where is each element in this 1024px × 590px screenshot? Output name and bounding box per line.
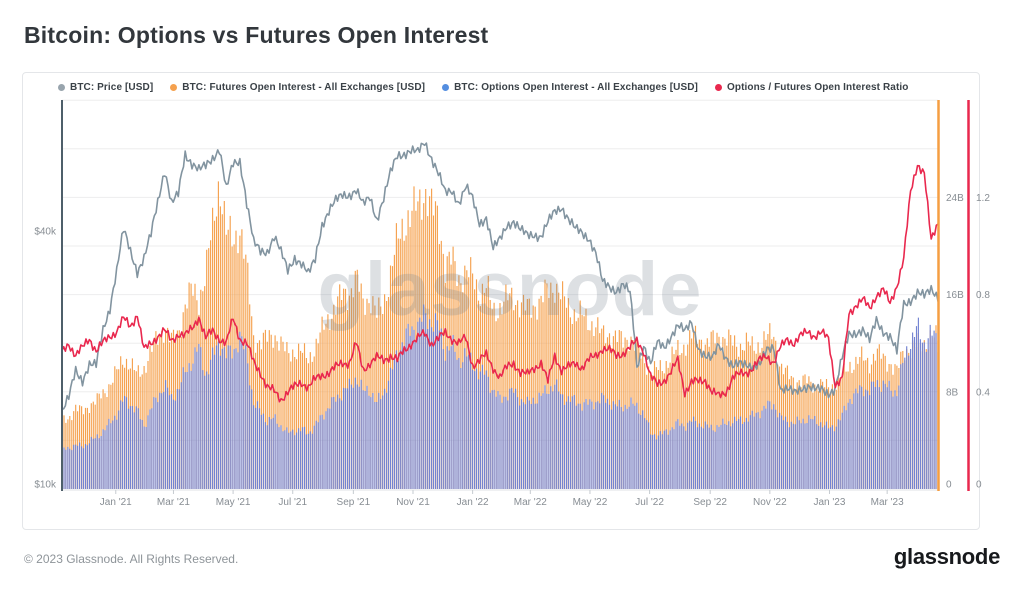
- svg-text:Jul '22: Jul '22: [635, 497, 664, 508]
- legend-item-2[interactable]: BTC: Options Open Interest - All Exchang…: [442, 82, 698, 93]
- copyright-text: © 2023 Glassnode. All Rights Reserved.: [24, 552, 239, 566]
- glassnode-logo: glassnode: [893, 544, 1000, 569]
- svg-text:8B: 8B: [946, 387, 959, 398]
- legend-dot-icon: [170, 84, 178, 91]
- legend-label: BTC: Price [USD]: [70, 82, 154, 93]
- legend-label: BTC: Options Open Interest - All Exchang…: [454, 82, 698, 93]
- legend-item-3[interactable]: Options / Futures Open Interest Ratio: [714, 82, 909, 93]
- svg-text:Sep '21: Sep '21: [337, 497, 371, 508]
- svg-text:$10k: $10k: [34, 480, 57, 491]
- chart-legend: BTC: Price [USD] BTC: Futures Open Intere…: [58, 82, 908, 93]
- svg-text:Mar '22: Mar '22: [514, 497, 547, 508]
- svg-text:May '21: May '21: [216, 497, 251, 508]
- page-title: Bitcoin: Options vs Futures Open Interes…: [24, 22, 489, 48]
- legend-dot-icon: [442, 84, 450, 91]
- axis-lines: [61, 100, 970, 491]
- svg-text:16B: 16B: [946, 290, 964, 301]
- legend-label: BTC: Futures Open Interest - All Exchang…: [182, 82, 426, 93]
- svg-text:0.4: 0.4: [976, 387, 990, 398]
- legend-dot-icon: [714, 84, 722, 91]
- svg-text:Sep '22: Sep '22: [693, 497, 727, 508]
- glassnode-watermark: glassnode: [318, 247, 703, 332]
- svg-text:Jan '23: Jan '23: [814, 497, 846, 508]
- legend-item-0[interactable]: BTC: Price [USD]: [58, 82, 153, 93]
- legend-item-1[interactable]: BTC: Futures Open Interest - All Exchang…: [170, 82, 425, 93]
- svg-text:May '22: May '22: [573, 497, 608, 508]
- svg-text:0.8: 0.8: [976, 290, 990, 301]
- svg-text:Mar '23: Mar '23: [871, 497, 904, 508]
- svg-text:1.2: 1.2: [976, 193, 990, 204]
- options-futures-ratio-line: [62, 164, 939, 403]
- svg-text:$40k: $40k: [34, 227, 57, 238]
- svg-text:Jan '21: Jan '21: [100, 497, 132, 508]
- svg-text:Nov '22: Nov '22: [753, 497, 787, 508]
- options-open-interest-bars: [62, 304, 939, 489]
- svg-text:Jul '21: Jul '21: [278, 497, 307, 508]
- svg-text:0: 0: [946, 480, 952, 491]
- legend-dot-icon: [58, 84, 65, 91]
- legend-label: Options / Futures Open Interest Ratio: [726, 82, 909, 93]
- svg-text:Mar '21: Mar '21: [157, 497, 190, 508]
- btc-price-line: [62, 142, 939, 410]
- svg-text:Jan '22: Jan '22: [457, 497, 489, 508]
- axis-tick-labels: Jan '21 Mar '21 May '21 Jul '21 Sep '21 Nov '…: [34, 193, 990, 508]
- svg-text:0: 0: [976, 480, 982, 491]
- svg-text:Nov '21: Nov '21: [396, 497, 430, 508]
- svg-text:24B: 24B: [946, 193, 964, 204]
